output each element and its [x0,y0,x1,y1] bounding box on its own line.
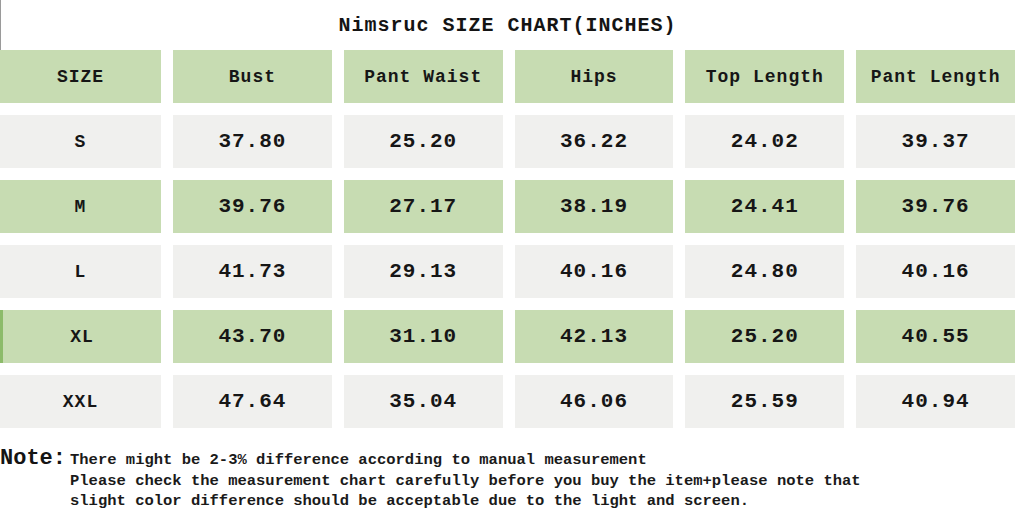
value-cell: 24.41 [685,180,844,233]
note-line-1: There might be 2-3% difference according… [70,450,861,471]
value-cell: 43.70 [173,310,332,363]
note-line-2: Please check the measurement chart caref… [70,471,861,492]
value-cell: 24.02 [685,115,844,168]
header-cell-hips: Hips [515,50,674,103]
value-cell: 46.06 [515,375,674,428]
value-cell: 38.19 [515,180,674,233]
size-cell-m: M [0,180,161,233]
value-cell: 40.16 [856,245,1015,298]
size-cell-xxl: XXL [0,375,161,428]
left-edge-line [0,0,1,50]
value-cell: 41.73 [173,245,332,298]
value-cell: 25.20 [685,310,844,363]
value-cell: 25.59 [685,375,844,428]
header-cell-pant-waist: Pant Waist [344,50,503,103]
value-cell: 36.22 [515,115,674,168]
value-cell: 40.55 [856,310,1015,363]
value-cell: 31.10 [344,310,503,363]
value-cell: 39.76 [173,180,332,233]
value-cell: 35.04 [344,375,503,428]
note-line-3: slight color difference should be accept… [70,491,861,512]
value-cell: 24.80 [685,245,844,298]
header-cell-top-length: Top Length [685,50,844,103]
note-section: Note: There might be 2-3% difference acc… [0,448,1015,512]
note-label: Note: [0,448,70,470]
page-title: Nimsruc SIZE CHART(INCHES) [0,0,1015,50]
value-cell: 40.94 [856,375,1015,428]
header-cell-pant-length: Pant Length [856,50,1015,103]
header-cell-bust: Bust [173,50,332,103]
size-chart-table: SIZE Bust Pant Waist Hips Top Length Pan… [0,50,1015,428]
value-cell: 37.80 [173,115,332,168]
header-cell-size: SIZE [0,50,161,103]
size-cell-xl: XL [0,310,161,363]
value-cell: 40.16 [515,245,674,298]
value-cell: 39.76 [856,180,1015,233]
value-cell: 25.20 [344,115,503,168]
value-cell: 29.13 [344,245,503,298]
size-cell-s: S [0,115,161,168]
value-cell: 47.64 [173,375,332,428]
note-text: There might be 2-3% difference according… [70,448,861,512]
value-cell: 42.13 [515,310,674,363]
value-cell: 27.17 [344,180,503,233]
size-cell-l: L [0,245,161,298]
value-cell: 39.37 [856,115,1015,168]
